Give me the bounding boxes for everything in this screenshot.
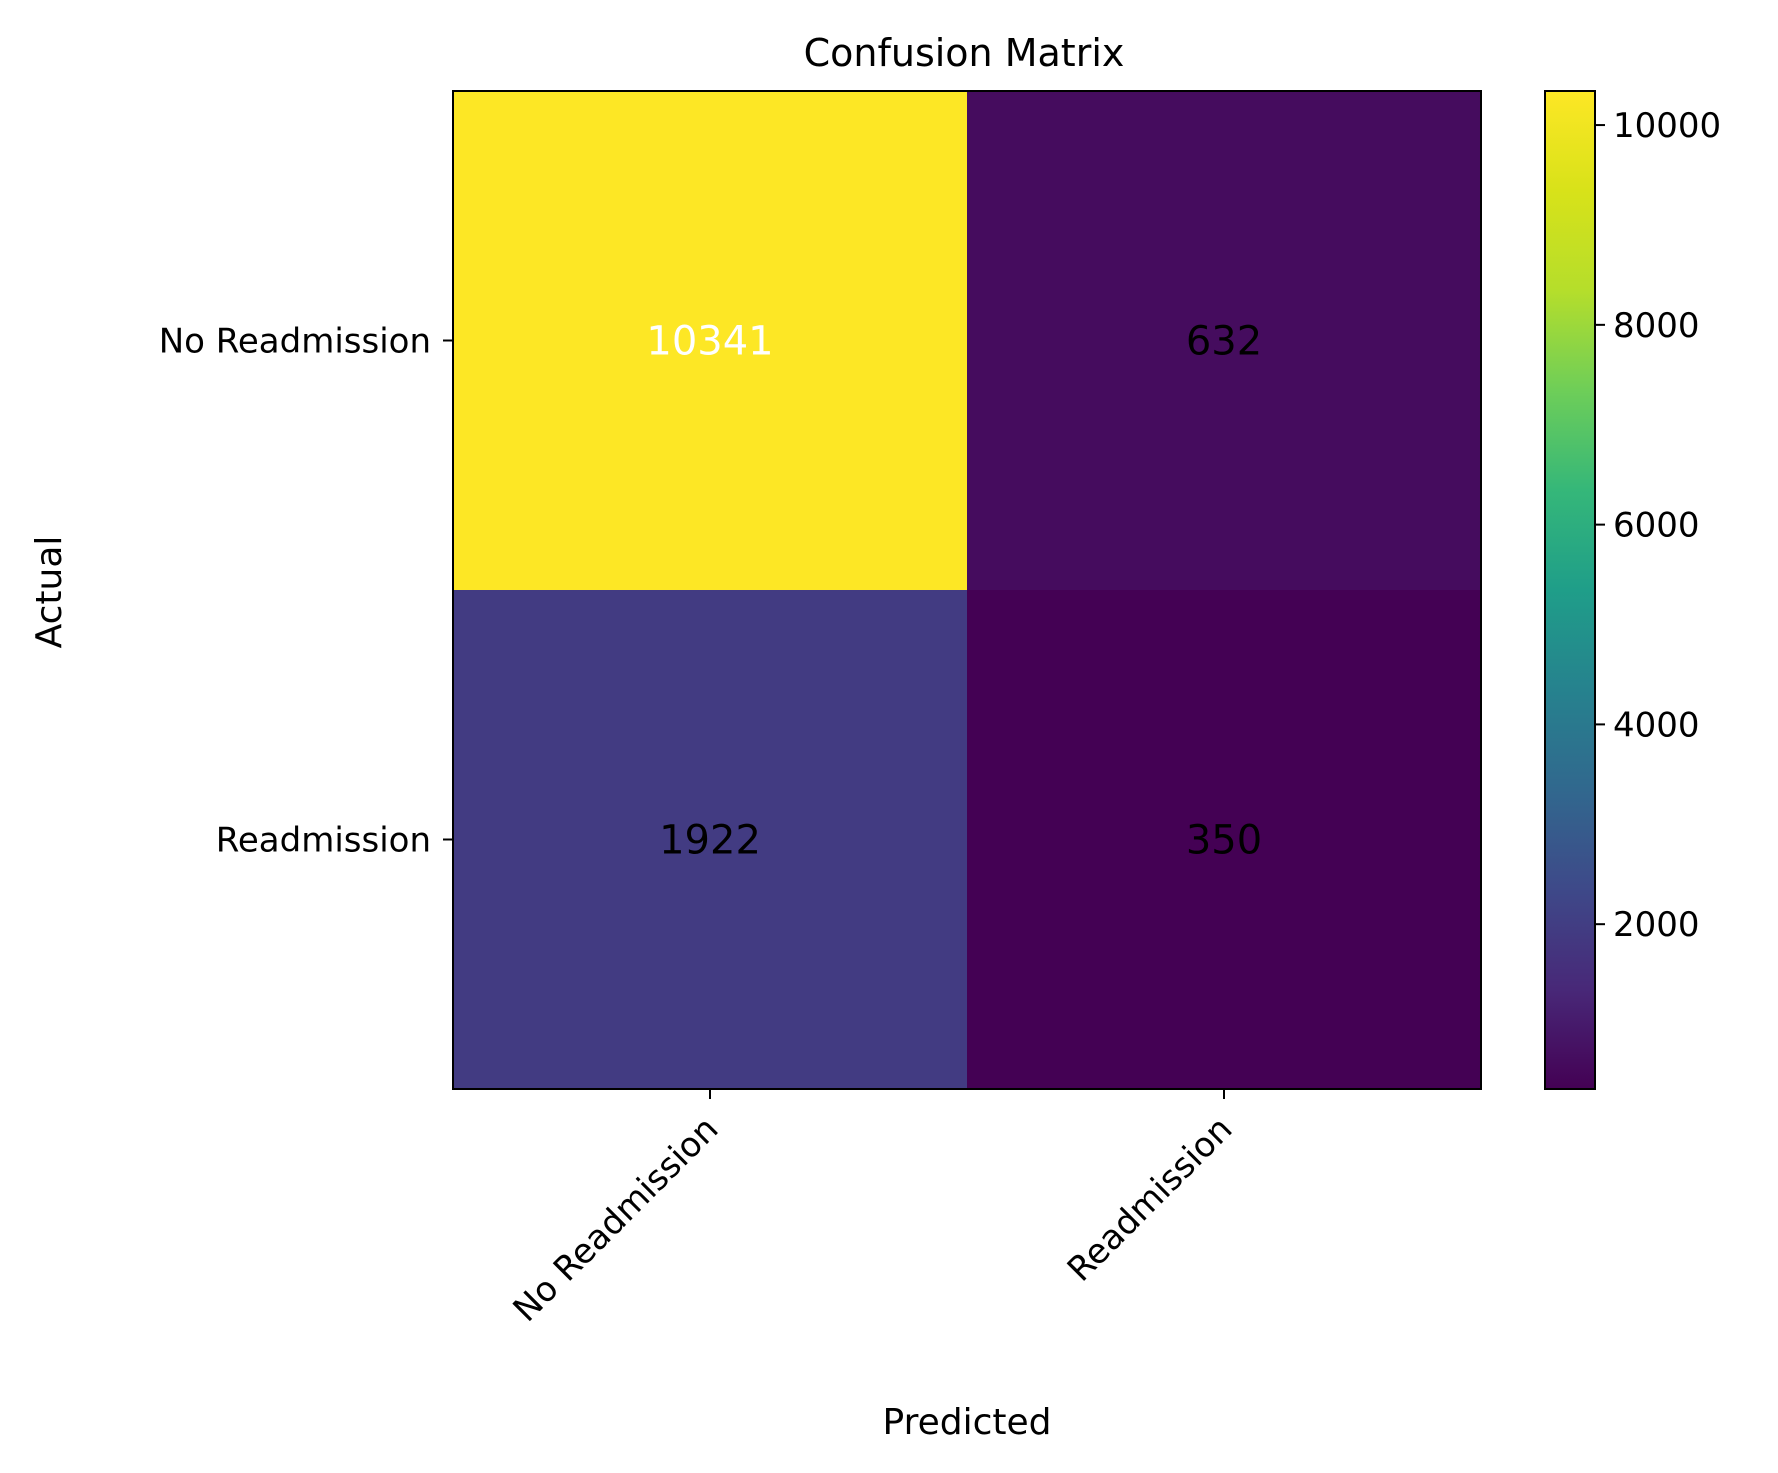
- x-tick-label: No Readmission: [506, 1109, 727, 1330]
- cell-value-label: 1922: [659, 818, 761, 864]
- colorbar-tick-label: 10000: [1613, 106, 1721, 146]
- heatmap-cell: [453, 91, 967, 590]
- colorbar-frame: [1544, 90, 1596, 1090]
- y-tick-label: Readmission: [216, 821, 431, 861]
- y-axis-ticks: No Readmission Readmission: [159, 322, 453, 861]
- cell-value-label: 632: [1186, 319, 1262, 365]
- chart-title: Confusion Matrix: [804, 31, 1125, 75]
- x-tick-label: Readmission: [1060, 1109, 1240, 1289]
- colorbar-ticks: 2000 4000 6000 8000 10000: [1595, 106, 1721, 945]
- cell-value-label: 10341: [646, 319, 773, 365]
- colorbar-gradient: [1545, 91, 1595, 1089]
- heatmap-cells: 10341 632 1922 350: [453, 91, 1481, 1089]
- y-tick-label: No Readmission: [159, 322, 431, 362]
- heatmap-cell: [967, 91, 1481, 590]
- colorbar-tick-label: 8000: [1613, 306, 1700, 346]
- heatmap-cell: [453, 590, 967, 1089]
- colorbar-tick-label: 4000: [1613, 705, 1700, 745]
- colorbar-tick-label: 6000: [1613, 506, 1700, 546]
- plot-frame: [452, 90, 1482, 1090]
- x-axis-ticks: No Readmission Readmission: [506, 1089, 1240, 1330]
- x-axis-label: Predicted: [883, 1402, 1052, 1443]
- cell-value-label: 350: [1186, 818, 1262, 864]
- y-axis-label: Actual: [29, 536, 70, 649]
- colorbar-tick-label: 2000: [1613, 905, 1700, 945]
- heatmap-cell: [967, 590, 1481, 1089]
